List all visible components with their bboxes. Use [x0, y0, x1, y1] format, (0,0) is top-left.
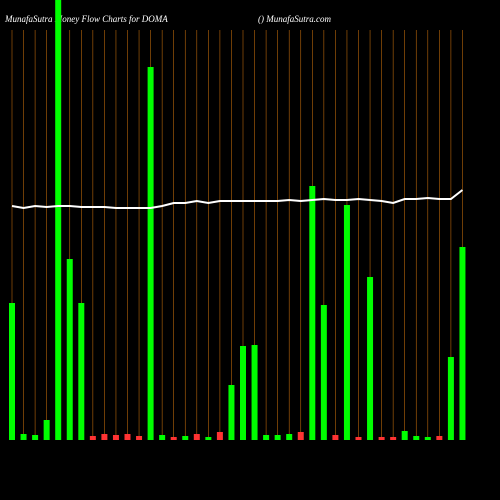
bar — [182, 436, 189, 440]
bar — [286, 434, 293, 440]
bar — [332, 435, 339, 440]
bar — [89, 436, 96, 440]
bar — [401, 431, 408, 440]
bar — [309, 186, 316, 440]
bar — [136, 436, 143, 440]
bar — [378, 437, 385, 440]
bar — [20, 434, 27, 440]
money-flow-line — [11, 189, 464, 210]
bar — [274, 435, 281, 440]
bar — [228, 385, 235, 440]
bar — [447, 357, 454, 440]
bar — [124, 434, 131, 440]
bar — [251, 345, 258, 440]
bar — [390, 437, 397, 440]
bar — [43, 420, 50, 440]
bar — [193, 434, 200, 440]
bar — [367, 277, 374, 440]
bar — [216, 432, 223, 440]
bar — [32, 435, 39, 440]
bar — [240, 346, 246, 440]
bar — [424, 437, 431, 440]
bar — [320, 305, 327, 440]
bar — [436, 436, 443, 440]
bar — [147, 67, 154, 440]
bar — [9, 303, 15, 440]
bar — [459, 247, 466, 440]
bar — [170, 437, 177, 440]
bar — [55, 0, 62, 440]
bar — [205, 437, 212, 440]
bar — [66, 259, 73, 440]
chart-title: MunafaSutra Money Flow Charts for DOMA — [4, 14, 168, 24]
chart-subtitle: () MunafaSutra.com — [258, 14, 331, 24]
bar — [112, 435, 119, 440]
bar — [355, 437, 362, 440]
bar — [159, 435, 166, 440]
bar — [101, 434, 108, 440]
bar — [78, 303, 85, 440]
bar — [297, 432, 304, 440]
bar — [263, 435, 270, 440]
bar — [343, 205, 350, 440]
bar — [413, 436, 420, 440]
